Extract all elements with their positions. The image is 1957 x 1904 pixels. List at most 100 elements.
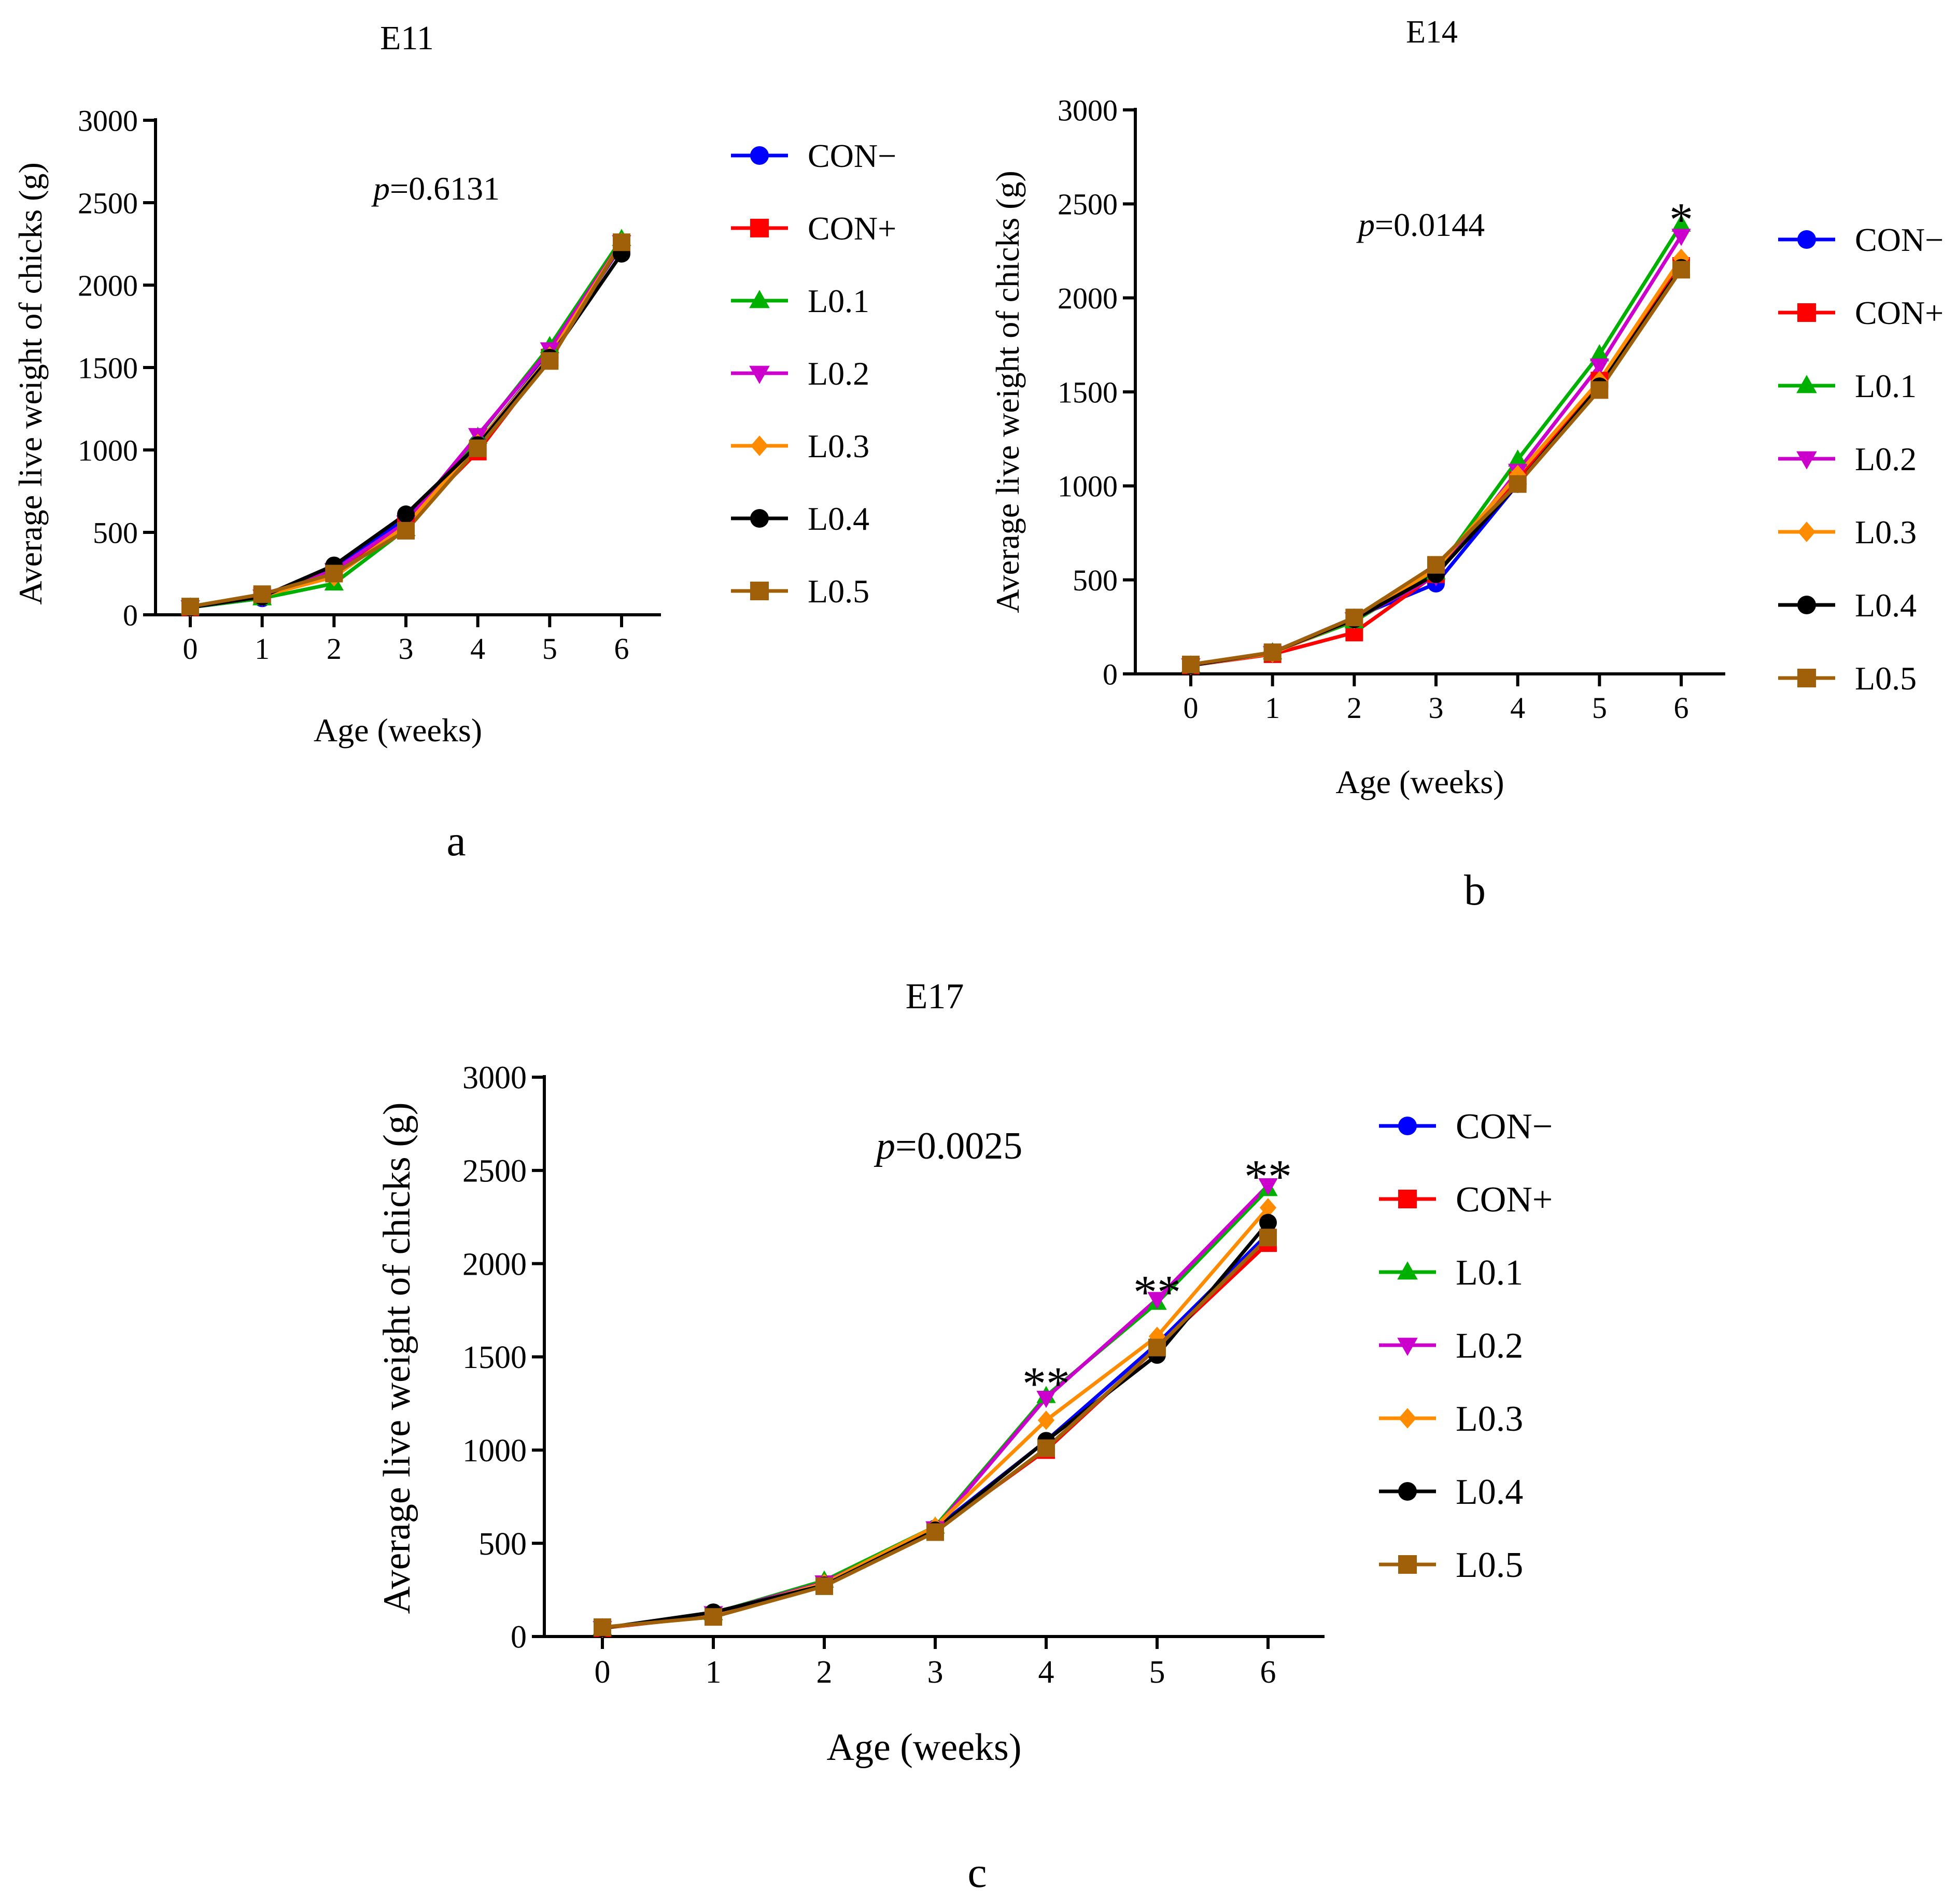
y-tick-label: 500 — [1073, 563, 1118, 597]
legend-marker — [750, 582, 769, 600]
chart-panel-a: 0 500 1000 1500 2000 2500 3000 0 1 2 3 4 5 6 Age (week… — [12, 19, 896, 865]
panel-label: a — [446, 817, 466, 865]
data-point — [613, 233, 630, 251]
x-tick-label: 3 — [927, 1655, 944, 1690]
y-tick-label: 2000 — [1058, 281, 1118, 315]
x-axis-label: Age (weeks) — [827, 1726, 1022, 1769]
y-tick-label: 1000 — [462, 1433, 527, 1469]
x-axis-label: Age (weeks) — [314, 712, 482, 749]
data-point — [1508, 449, 1528, 467]
panel-label: b — [1464, 866, 1486, 914]
y-axis-label: Average live weight of chicks (g) — [376, 1103, 418, 1614]
x-tick-label: 5 — [1149, 1655, 1165, 1690]
chart-title: E17 — [906, 977, 964, 1017]
legend-entry: L0.5 — [808, 573, 869, 610]
y-tick-label: 0 — [1103, 657, 1118, 691]
legend-entry: L0.3 — [1855, 514, 1917, 551]
x-tick-label: 6 — [1674, 691, 1689, 725]
x-tick-label: 1 — [255, 632, 270, 666]
x-tick-label: 3 — [1429, 691, 1444, 725]
legend-marker — [1796, 451, 1817, 470]
data-point — [926, 1523, 944, 1541]
x-tick-label: 0 — [183, 632, 198, 666]
legend-entry: CON− — [1456, 1107, 1553, 1147]
data-point — [397, 505, 415, 524]
panel-label: c — [967, 1849, 987, 1897]
data-point — [1590, 381, 1609, 399]
legend-marker — [1398, 1555, 1417, 1574]
data-point — [1258, 1178, 1278, 1196]
y-tick-label: 500 — [478, 1527, 527, 1562]
significance-mark: ** — [1022, 1357, 1070, 1410]
significance-mark: * — [1669, 193, 1693, 246]
data-point — [1672, 261, 1690, 279]
data-point — [397, 521, 415, 540]
y-tick-label: 3000 — [462, 1061, 527, 1096]
legend-entry: L0.5 — [1456, 1545, 1523, 1585]
legend-marker — [750, 435, 769, 456]
x-axis-label: Age (weeks) — [1335, 764, 1504, 800]
chart-panel-c: 0 500 1000 1500 2000 2500 3000 0 1 2 3 4 5 6 Age (week… — [376, 977, 1553, 1897]
y-tick-label: 1000 — [1058, 470, 1118, 503]
data-point — [1148, 1338, 1166, 1357]
data-point — [1259, 1229, 1277, 1247]
p-value-annotation: p=0.6131 — [371, 170, 500, 207]
legend-entry: L0.4 — [808, 500, 869, 537]
x-tick-label: 2 — [1347, 691, 1362, 725]
y-tick-label: 1500 — [462, 1340, 527, 1375]
x-tick-label: 4 — [1510, 691, 1525, 725]
y-tick-label: 2500 — [462, 1154, 527, 1189]
legend-marker — [1797, 521, 1816, 542]
y-axis-label: Average live weight of chicks (g) — [12, 162, 49, 605]
data-point — [1182, 655, 1200, 673]
legend-marker — [1398, 1117, 1417, 1135]
legend-marker — [1797, 303, 1816, 322]
chart-title: E14 — [1406, 15, 1458, 50]
legend-entry: CON+ — [808, 210, 896, 247]
x-tick-label: 6 — [1260, 1655, 1276, 1690]
legend-entry: L0.3 — [1456, 1399, 1523, 1439]
x-tick-label: 4 — [1038, 1655, 1054, 1690]
legend-entry: L0.1 — [808, 283, 869, 319]
legend-entry: L0.4 — [1855, 587, 1917, 624]
y-tick-label: 2000 — [462, 1247, 527, 1282]
significance-mark: ** — [1244, 1150, 1292, 1203]
y-tick-label: 3000 — [1058, 93, 1118, 127]
data-point — [1509, 464, 1526, 485]
legend-marker — [1796, 375, 1817, 393]
y-axis-label: Average live weight of chicks (g) — [989, 171, 1026, 613]
p-value-annotation: p=0.0025 — [874, 1125, 1022, 1167]
legend-entry: L0.2 — [1456, 1326, 1523, 1366]
legend-entry: L0.2 — [1855, 441, 1917, 477]
x-tick-label: 0 — [595, 1655, 611, 1690]
data-point — [325, 565, 343, 583]
y-tick-label: 1500 — [78, 351, 138, 385]
data-point — [1147, 1292, 1167, 1309]
chart-panel-b: 0 500 1000 1500 2000 2500 3000 0 1 2 3 4 5 6 Age (week… — [989, 15, 1944, 914]
x-tick-label: 5 — [1592, 691, 1607, 725]
legend-entry: L0.4 — [1456, 1472, 1523, 1512]
x-tick-label: 5 — [542, 632, 557, 666]
data-point — [1427, 556, 1445, 574]
x-tick-label: 4 — [470, 632, 485, 666]
legend-marker — [1797, 596, 1816, 614]
legend-entry: L0.3 — [808, 428, 869, 464]
chart-title: E11 — [380, 19, 434, 57]
legend-entry: CON− — [1855, 221, 1944, 258]
data-point — [1259, 1198, 1277, 1218]
legend-marker — [1398, 1190, 1417, 1208]
legend-marker — [749, 290, 770, 308]
legend-marker — [1397, 1337, 1418, 1356]
data-point — [1509, 475, 1527, 493]
y-tick-label: 2000 — [78, 269, 138, 302]
data-point — [1037, 1411, 1055, 1430]
y-tick-label: 1500 — [1058, 375, 1118, 409]
data-point — [469, 439, 487, 457]
x-tick-label: 6 — [614, 632, 629, 666]
data-point — [1259, 1214, 1277, 1232]
y-tick-label: 0 — [123, 598, 138, 632]
data-point — [1671, 214, 1691, 232]
x-tick-label: 1 — [1265, 691, 1280, 725]
legend-marker — [1398, 1408, 1417, 1429]
